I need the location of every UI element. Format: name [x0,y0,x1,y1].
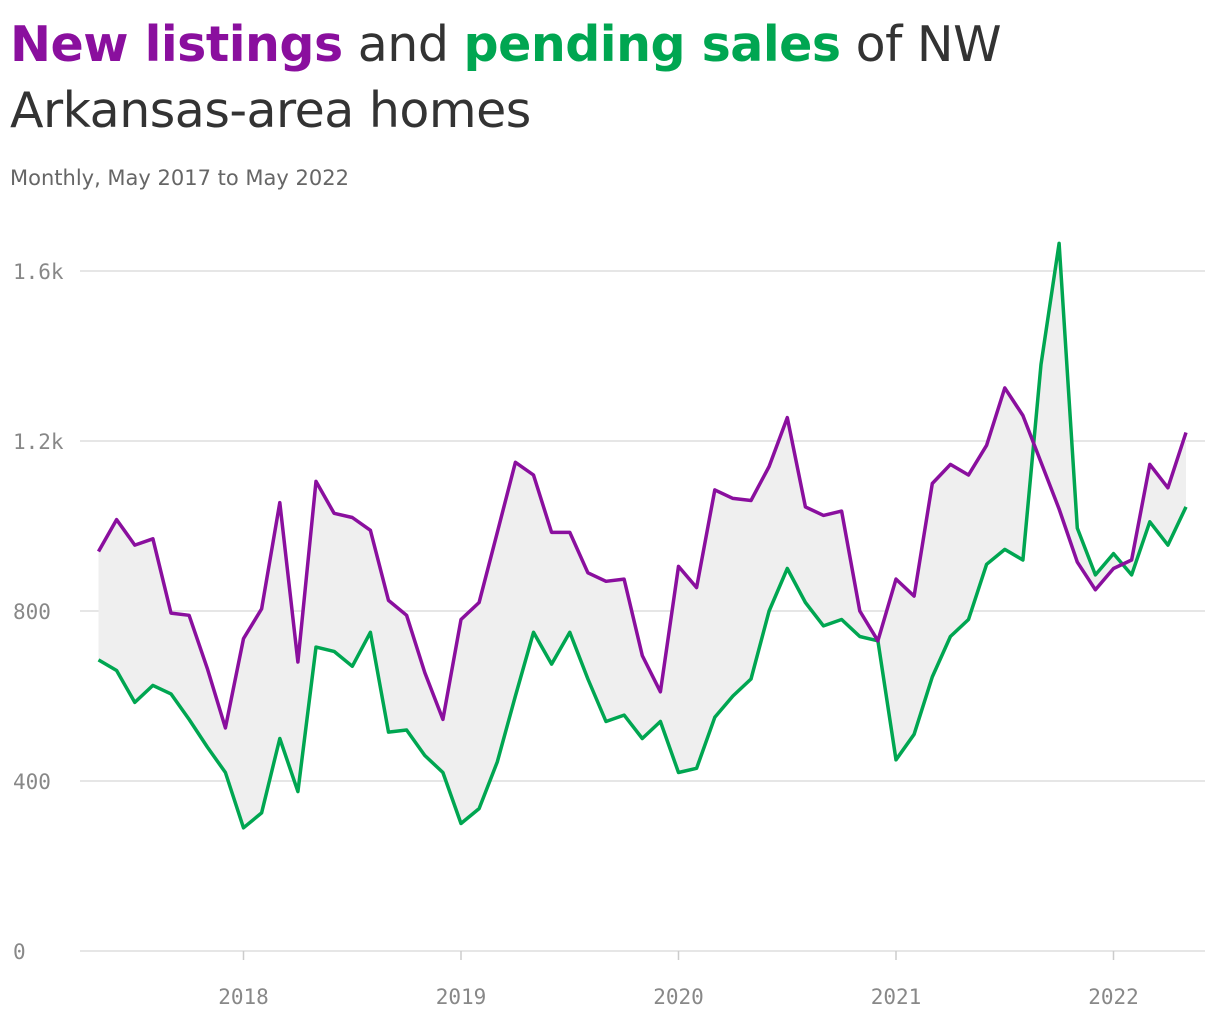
x-axis: 2018 2019 2020 2021 2022 [218,951,1139,1009]
difference-band [98,243,1186,828]
chart-subtitle: Monthly, May 2017 to May 2022 [10,166,349,190]
title-pending-sales: pending sales [463,16,842,73]
series-layer [96,241,1188,830]
y-tick-label: 800 [13,600,51,624]
y-axis: 0 400 800 1.2k 1.6k [13,260,64,964]
new-listings-line [96,386,1188,730]
x-tick-label: 2018 [218,985,269,1009]
title-rest: of NW Arkansas-area homes [10,16,1002,139]
y-tick-label: 0 [13,940,26,964]
title-new-listings: New listings [10,16,343,73]
x-tick-label: 2019 [436,985,487,1009]
y-tick-label: 1.6k [13,260,64,284]
x-tick-label: 2022 [1088,985,1139,1009]
band-layer [98,243,1186,828]
grid-layer [80,270,1205,952]
pending-sales-line [97,241,1188,830]
y-tick-label: 400 [13,770,51,794]
x-tick-label: 2021 [871,985,922,1009]
x-tick-label: 2020 [653,985,704,1009]
y-tick-label: 1.2k [13,430,64,454]
title-and: and [342,16,464,73]
chart-title: New listings and pending sales of NW Ark… [10,12,1190,144]
